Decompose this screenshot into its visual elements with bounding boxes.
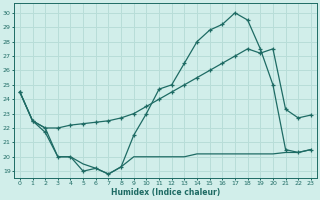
X-axis label: Humidex (Indice chaleur): Humidex (Indice chaleur)	[111, 188, 220, 197]
